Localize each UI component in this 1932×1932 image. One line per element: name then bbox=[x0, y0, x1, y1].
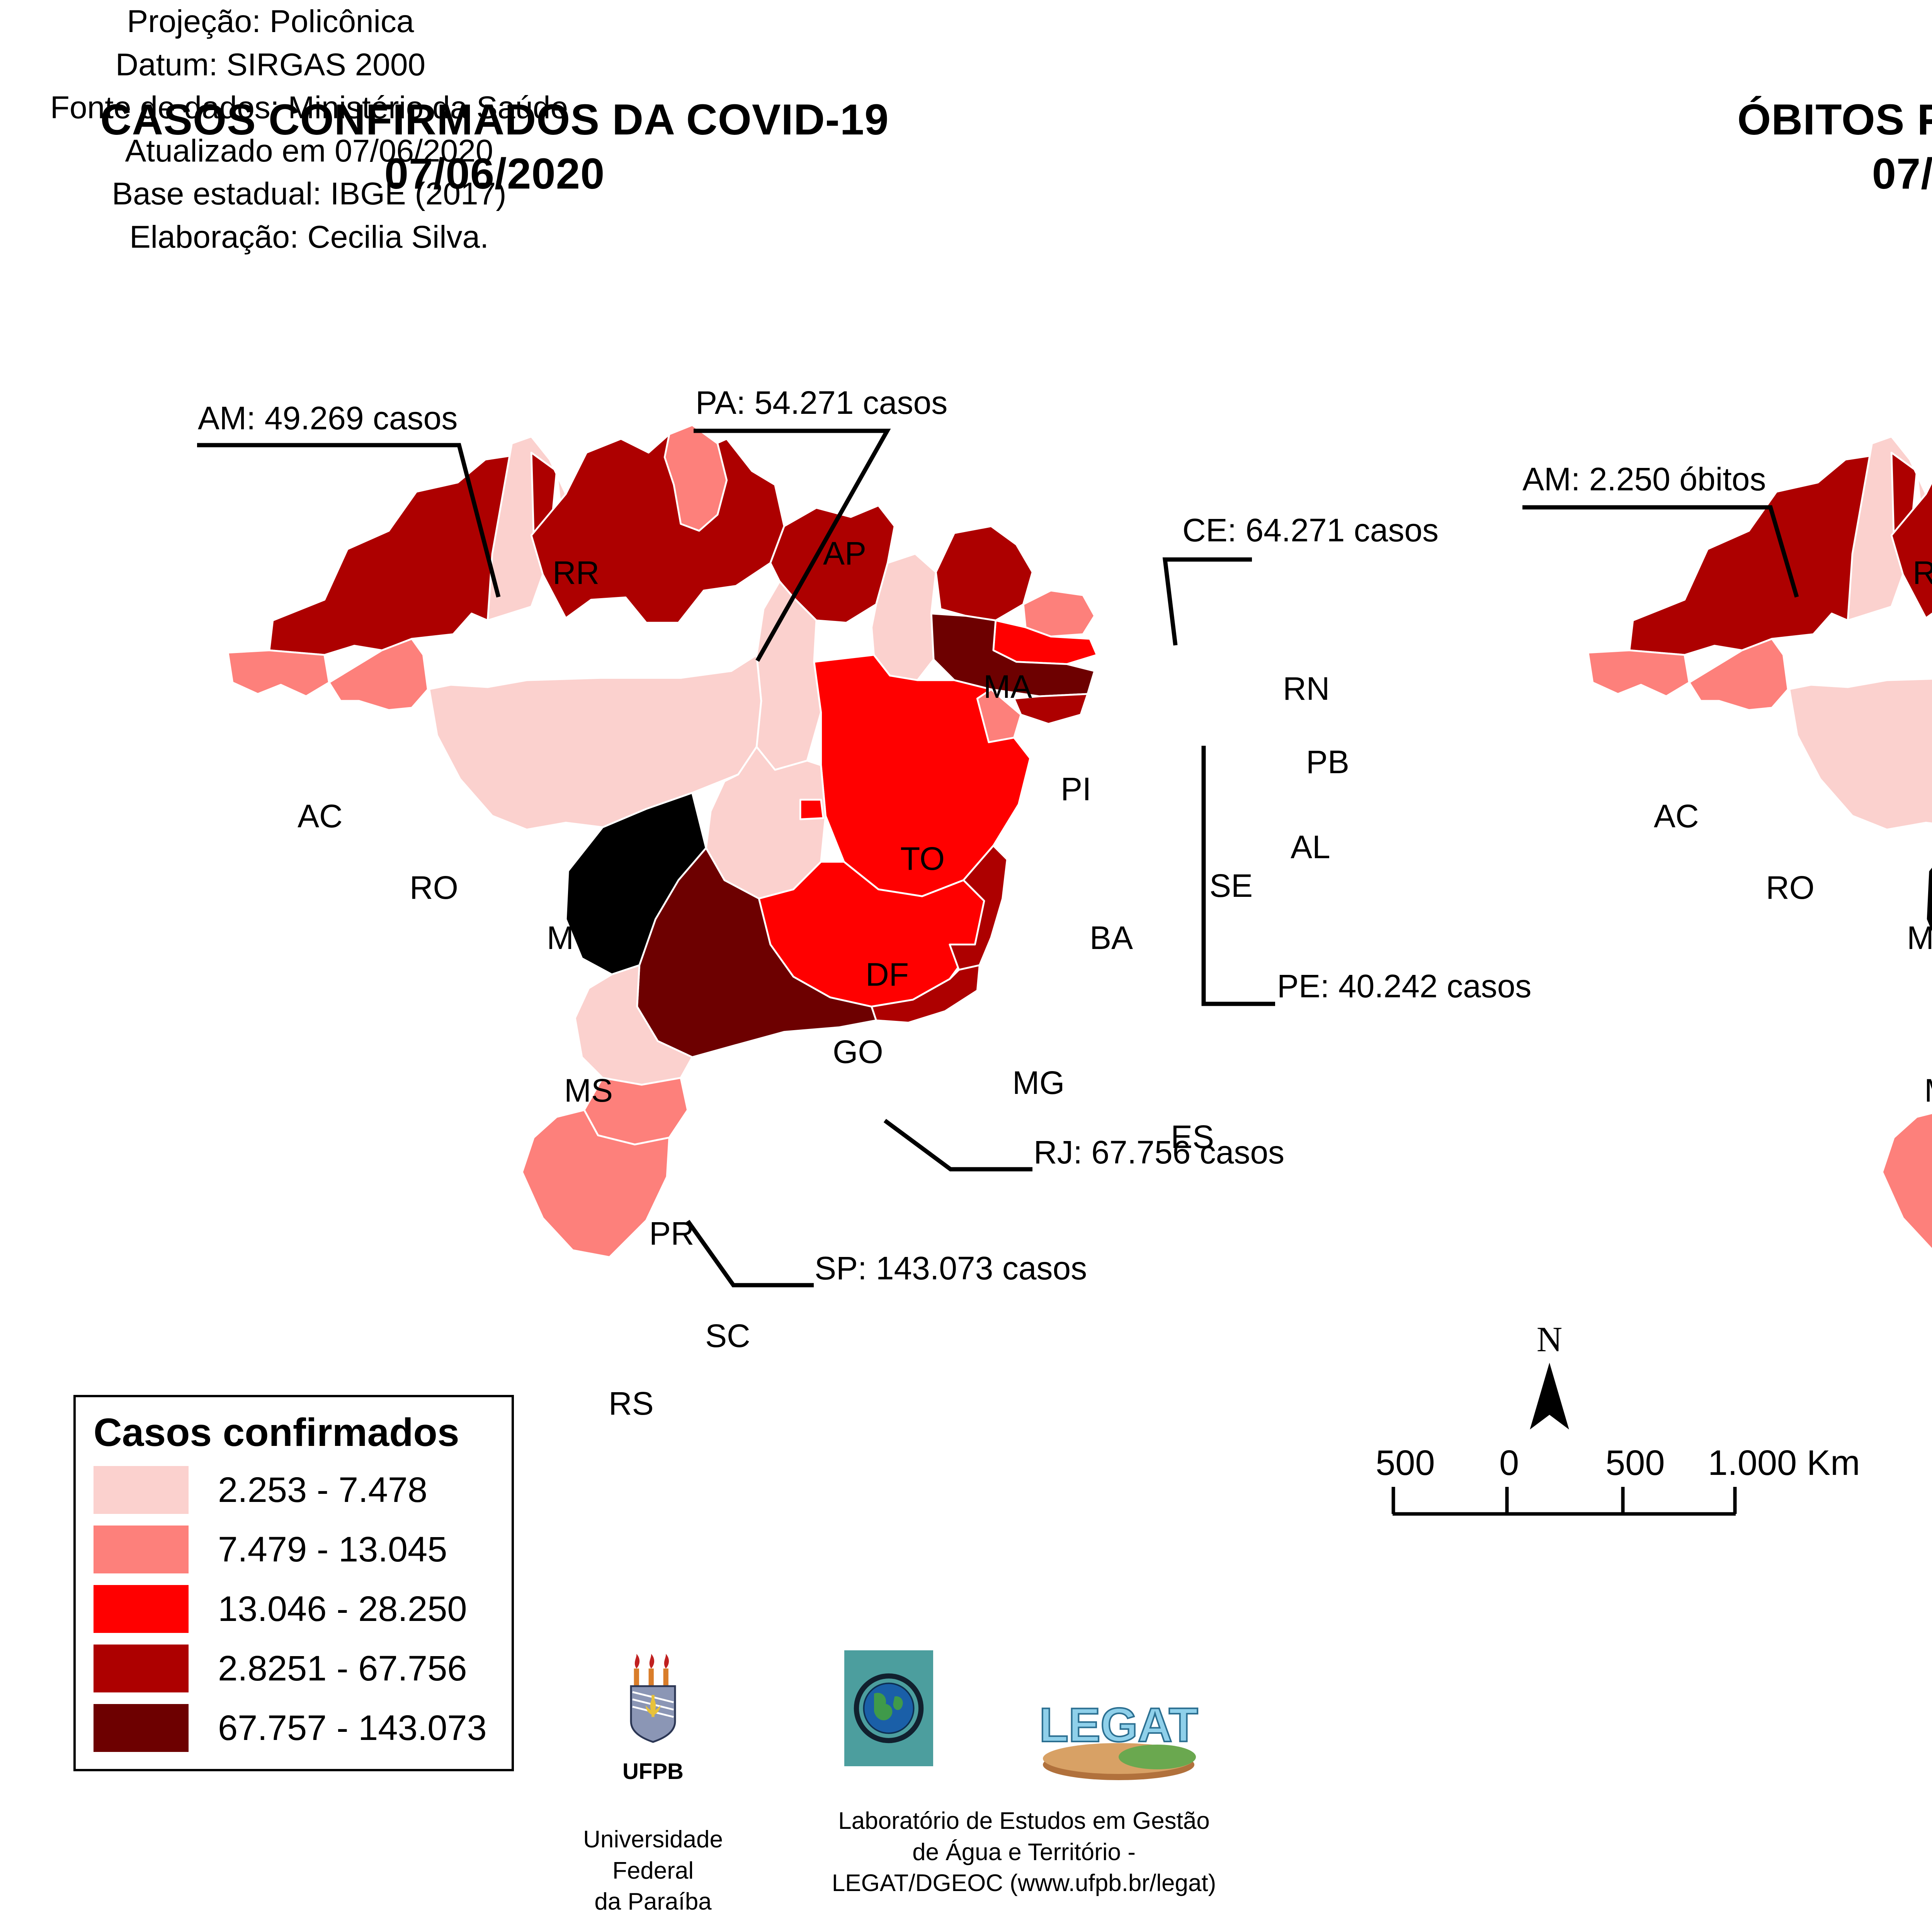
legend-swatch-2 bbox=[94, 1526, 189, 1573]
state-label-RR: RR bbox=[1913, 554, 1932, 591]
legend-row: 2.253 - 7.478 bbox=[94, 1466, 494, 1514]
legend-casos: Casos confirmados 2.253 - 7.478 7.479 - … bbox=[73, 1395, 514, 1771]
state-label-AP: AP bbox=[823, 535, 867, 571]
state-AL bbox=[1013, 693, 1089, 725]
legend-row: 2.8251 - 67.756 bbox=[94, 1645, 494, 1692]
logo-strip: UFPB Universidade Federal da Paraíba L bbox=[553, 1619, 1248, 1932]
projection-info: Projeção: Policônica Datum: SIRGAS 2000 bbox=[115, 4, 426, 82]
north-arrow-icon bbox=[1530, 1362, 1569, 1430]
state-label-MT: MT bbox=[547, 920, 594, 956]
state-MT bbox=[422, 654, 762, 831]
north-letter: N bbox=[1536, 1320, 1563, 1359]
legend-row: 7.479 - 13.045 bbox=[94, 1526, 494, 1573]
dgeoc-logo-icon bbox=[844, 1650, 933, 1766]
state-PA bbox=[1890, 480, 1932, 619]
legend-row: 67.757 - 143.073 bbox=[94, 1704, 494, 1752]
ufpb-acronym: UFPB bbox=[622, 1759, 684, 1784]
legend-label-1: 2.253 - 7.478 bbox=[218, 1470, 428, 1510]
source-info: Fonte de dados: Ministério da Saúde Atua… bbox=[50, 90, 568, 255]
state-label-GO: GO bbox=[833, 1034, 883, 1070]
callout-casos-ce: CE: 64.271 casos bbox=[1182, 512, 1439, 548]
state-RJ bbox=[871, 964, 981, 1024]
state-label-AC: AC bbox=[1654, 798, 1699, 834]
state-label-MG: MG bbox=[1012, 1065, 1065, 1101]
north-arrow: N bbox=[1492, 1321, 1607, 1433]
state-label-AC: AC bbox=[298, 798, 343, 834]
state-label-AL: AL bbox=[1291, 829, 1330, 865]
callout-casos-rj: RJ: 67.756 casos bbox=[1034, 1134, 1285, 1170]
state-label-SC: SC bbox=[705, 1318, 750, 1354]
scale-bar-graphic bbox=[1391, 1487, 1737, 1516]
scale-tick-label-2: 0 bbox=[1499, 1443, 1519, 1483]
callout-casos-pa: PA: 54.271 casos bbox=[696, 384, 948, 421]
state-label-PB: PB bbox=[1306, 744, 1350, 780]
state-label-PI: PI bbox=[1061, 771, 1092, 807]
legend-label-4: 2.8251 - 67.756 bbox=[218, 1649, 467, 1688]
state-RO bbox=[328, 638, 429, 711]
state-MS bbox=[565, 792, 707, 976]
state-label-RO: RO bbox=[1766, 869, 1815, 906]
state-label-BA: BA bbox=[1090, 920, 1133, 956]
state-DF bbox=[799, 799, 824, 820]
map-panel-obitos: ÓBITOS POR COVID-19 07/06/2020 bbox=[1356, 0, 1932, 1917]
map-panel-casos: CASOS CONFIRMADOS DA COVID-19 07/06/2020 bbox=[73, 95, 1531, 1771]
state-label-RS: RS bbox=[609, 1385, 654, 1422]
callout-casos-pe: PE: 40.242 casos bbox=[1277, 968, 1532, 1004]
state-RS bbox=[521, 1109, 670, 1258]
callout-casos-sp: SP: 143.073 casos bbox=[815, 1250, 1087, 1286]
state-AC bbox=[1587, 649, 1690, 697]
legat-caption: Laboratório de Estudos em Gestão de Água… bbox=[832, 1808, 1216, 1897]
state-label-PR: PR bbox=[649, 1215, 694, 1252]
scale-tick-label-3: 500 bbox=[1605, 1443, 1665, 1483]
legend-row: 13.046 - 28.250 bbox=[94, 1585, 494, 1633]
state-label-DF: DF bbox=[866, 956, 909, 993]
legat-logo-icon: LEGAT bbox=[1034, 1650, 1204, 1781]
state-PA bbox=[530, 433, 785, 624]
state-CE bbox=[935, 525, 1034, 622]
state-label-MS: MS bbox=[564, 1072, 613, 1109]
legend-swatch-1 bbox=[94, 1466, 189, 1514]
state-label-RR: RR bbox=[553, 554, 600, 591]
map-title-casos: CASOS CONFIRMADOS DA COVID-19 07/06/2020 bbox=[100, 95, 889, 198]
state-RO bbox=[1688, 638, 1789, 711]
scale-tick-label-4: 1.000 Km bbox=[1708, 1443, 1860, 1483]
scale-tick-label-1: 500 bbox=[1376, 1443, 1435, 1483]
logo-legat: LEGAT Laboratório de Estudos em Gestão d… bbox=[800, 1619, 1248, 1930]
legend-title-casos: Casos confirmados bbox=[94, 1410, 459, 1454]
logo-ufpb: UFPB Universidade Federal da Paraíba bbox=[553, 1619, 753, 1932]
legend-label-3: 13.046 - 28.250 bbox=[218, 1589, 467, 1629]
legend-swatch-5 bbox=[94, 1704, 189, 1752]
scale-bar: 500 0 500 1.000 Km bbox=[1368, 1445, 1917, 1519]
state-label-RN: RN bbox=[1283, 670, 1330, 707]
svg-text:LEGAT: LEGAT bbox=[1039, 1699, 1198, 1752]
callout-obitos-am: AM: 2.250 óbitos bbox=[1522, 461, 1766, 497]
state-MT bbox=[1782, 654, 1932, 831]
state-label-TO: TO bbox=[900, 840, 945, 877]
scale-numbers: 500 0 500 1.000 Km bbox=[1368, 1445, 1917, 1484]
state-AC bbox=[227, 649, 330, 697]
legend-label-2: 7.479 - 13.045 bbox=[218, 1530, 447, 1569]
callout-casos-am: AM: 49.269 casos bbox=[198, 400, 458, 436]
state-label-MA: MA bbox=[983, 668, 1032, 705]
state-label-SE: SE bbox=[1209, 867, 1253, 904]
legend-label-5: 67.757 - 143.073 bbox=[218, 1708, 487, 1748]
state-label-RO: RO bbox=[410, 869, 458, 906]
state-label-MS: MS bbox=[1924, 1074, 1932, 1107]
state-label-ES: ES bbox=[1171, 1119, 1214, 1155]
brazil-map-casos bbox=[227, 425, 1098, 1258]
legend-swatch-3 bbox=[94, 1585, 189, 1633]
ufpb-shield-icon bbox=[630, 1653, 676, 1743]
legend-swatch-4 bbox=[94, 1645, 189, 1692]
state-RS bbox=[1881, 1112, 1932, 1251]
map-title-obitos: ÓBITOS POR COVID-19 07/06/2020 bbox=[1737, 95, 1932, 198]
state-MS bbox=[1925, 864, 1932, 937]
state-label-MT: MT bbox=[1907, 920, 1932, 956]
ufpb-caption: Universidade Federal da Paraíba bbox=[583, 1826, 723, 1915]
